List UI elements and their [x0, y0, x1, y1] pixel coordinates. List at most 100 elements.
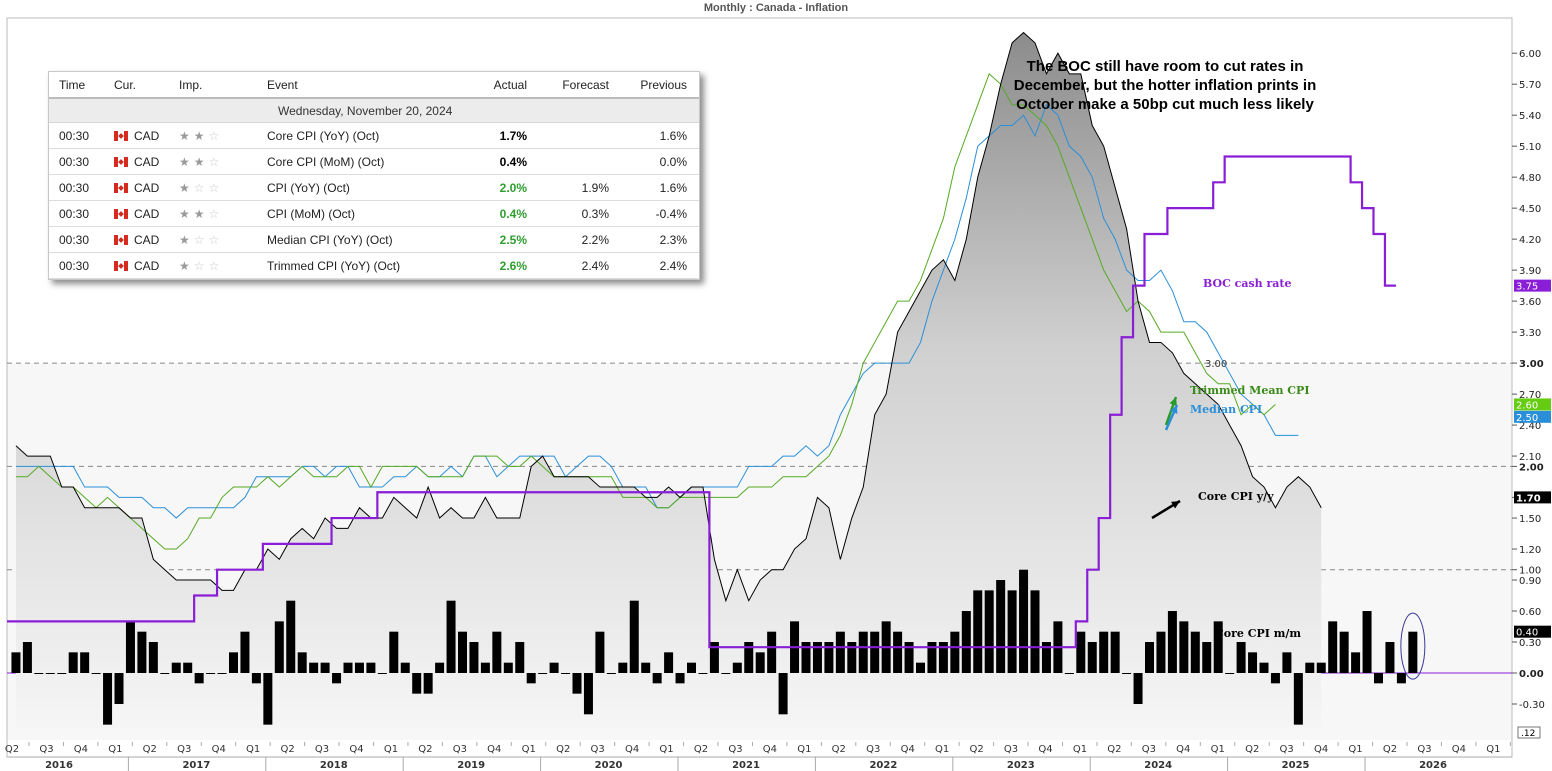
- x-quarter-label: Q1: [659, 744, 673, 755]
- row-time: 00:30: [59, 258, 90, 273]
- x-quarter-label: Q2: [694, 744, 708, 755]
- x-quarter-label: Q2: [280, 744, 294, 755]
- core-mm-bar: [893, 631, 903, 673]
- row-previous: 2.4%: [659, 258, 687, 273]
- core-mm-bar: [343, 662, 353, 673]
- canada-flag-icon: [114, 182, 128, 193]
- core-mm-bar: [11, 652, 21, 673]
- importance-star-icon: ☆: [208, 128, 220, 143]
- x-quarter-label: Q3: [39, 744, 53, 755]
- y-tick-label: 2.70: [1519, 390, 1541, 401]
- core-mm-bar: [274, 621, 284, 673]
- importance-star-icon: ☆: [193, 180, 205, 195]
- core-mm-bar: [45, 673, 55, 674]
- highlight-ellipse: [1400, 612, 1426, 680]
- core-mm-bar: [377, 673, 387, 674]
- core-mm-bar: [22, 642, 32, 673]
- calendar-date-row: Wednesday, November 20, 2024: [49, 99, 699, 123]
- row-previous: 0.0%: [659, 154, 687, 169]
- core-mm-bar: [835, 631, 845, 673]
- x-quarter-label: Q3: [728, 744, 742, 755]
- y-tick-label: 2.00: [1519, 462, 1544, 473]
- x-quarter-label: Q2: [143, 744, 157, 755]
- core-mm-bar: [1328, 621, 1338, 673]
- core-mm-bar: [492, 631, 502, 673]
- calendar-rows: 00:30 CAD ★ ★ ☆ Core CPI (YoY) (Oct) 1.7% 1.6% 0…: [49, 123, 699, 279]
- x-year-label: 2021: [732, 760, 760, 771]
- core-mm-bar: [1190, 631, 1200, 673]
- x-year-label: 2026: [1419, 760, 1447, 771]
- importance-star-icon: ☆: [193, 232, 205, 247]
- importance-star-icon: ★: [179, 128, 190, 143]
- core-mm-bar: [1339, 631, 1349, 673]
- core-mm-bar: [320, 662, 330, 673]
- canada-flag-icon: [114, 234, 128, 245]
- x-quarter-label: Q1: [1348, 744, 1362, 755]
- core-mm-bar: [103, 673, 113, 725]
- core-mm-bar: [1110, 631, 1120, 673]
- x-year-label: 2018: [320, 760, 348, 771]
- core-mm-bar: [194, 673, 204, 684]
- x-quarter-label: Q2: [5, 744, 19, 755]
- core-mm-bar: [1362, 611, 1372, 673]
- annotation-line-1: The BOC still have room to cut rates in: [1026, 58, 1304, 75]
- y-tick-label: 4.80: [1519, 173, 1541, 184]
- y-tick-label: 1.50: [1519, 514, 1541, 525]
- calendar-row: 00:30 CAD ★ ☆ ☆ Trimmed CPI (YoY) (Oct) 2.6% 2.…: [49, 253, 699, 279]
- calendar-row: 00:30 CAD ★ ☆ ☆ CPI (YoY) (Oct) 2.0% 1.9% 1.6%: [49, 175, 699, 201]
- core-mm-bar: [1408, 631, 1418, 673]
- core-mm-bar: [984, 590, 994, 673]
- row-forecast: 2.2%: [581, 232, 609, 247]
- scale-box: [1517, 726, 1541, 739]
- core-mm-bar: [435, 662, 445, 673]
- calendar-row: 00:30 CAD ★ ★ ☆ Core CPI (YoY) (Oct) 1.7% 1.6%: [49, 123, 699, 149]
- importance-star-icon: ★: [179, 258, 190, 273]
- importance-star-icon: ☆: [208, 258, 220, 273]
- row-currency-code: CAD: [134, 154, 160, 169]
- x-quarter-label: Q2: [832, 744, 846, 755]
- core-mm-bar: [1179, 621, 1189, 673]
- chart-title: Monthly : Canada - Inflation: [703, 2, 849, 14]
- core-mm-bar: [1167, 611, 1177, 673]
- price-tag-label-trimmed: 2.60: [1516, 400, 1538, 411]
- core-mm-bar: [778, 673, 788, 715]
- header-time: Time: [59, 77, 86, 92]
- x-quarter-label: Q3: [1280, 744, 1294, 755]
- x-quarter-label: Q2: [1107, 744, 1121, 755]
- core-mm-bar: [812, 642, 822, 673]
- y-tick-label: 0.30: [1519, 638, 1541, 649]
- core-mm-bar: [1374, 673, 1383, 684]
- calendar-header-row: Time Cur. Imp. Event Actual Forecast Pre…: [49, 72, 699, 99]
- core-mm-bar: [801, 642, 811, 673]
- core-mm-bar: [641, 662, 651, 673]
- core-mm-bar: [160, 673, 170, 674]
- x-quarter-label: Q4: [212, 744, 226, 755]
- row-actual: 0.4%: [499, 154, 527, 169]
- core-mm-bar: [1236, 642, 1246, 673]
- core-mm-bar: [1076, 631, 1086, 673]
- core-mm-bar: [698, 673, 708, 674]
- x-quarter-label: Q4: [1314, 744, 1328, 755]
- x-quarter-label: Q2: [1245, 744, 1259, 755]
- x-quarter-label: Q3: [591, 744, 605, 755]
- header-currency: Cur.: [114, 77, 137, 92]
- y-tick-label: 3.30: [1519, 328, 1541, 339]
- price-tag-trimmed: [1514, 398, 1551, 411]
- core-mm-bar: [1145, 642, 1154, 673]
- core-mm-bar: [824, 642, 834, 673]
- core-mm-bar: [904, 642, 914, 673]
- core-mm-bar: [1396, 673, 1406, 684]
- core-mm-bar: [767, 631, 777, 673]
- core-mm-bar: [1202, 642, 1212, 673]
- price-tag-core_mm: [1514, 625, 1551, 638]
- x-quarter-label: Q1: [522, 744, 536, 755]
- canada-flag-icon: [114, 130, 128, 141]
- row-time: 00:30: [59, 128, 90, 143]
- chart-annotation: The BOC still have room to cut rates in …: [985, 57, 1345, 114]
- y-tick-label: 2.40: [1519, 421, 1541, 432]
- core-mm-bar: [1156, 631, 1166, 673]
- core-mm-bar: [583, 673, 593, 715]
- core-mm-bar: [1316, 662, 1326, 673]
- core-mm-bar: [240, 631, 250, 673]
- y-tick-label: 3.60: [1519, 297, 1541, 308]
